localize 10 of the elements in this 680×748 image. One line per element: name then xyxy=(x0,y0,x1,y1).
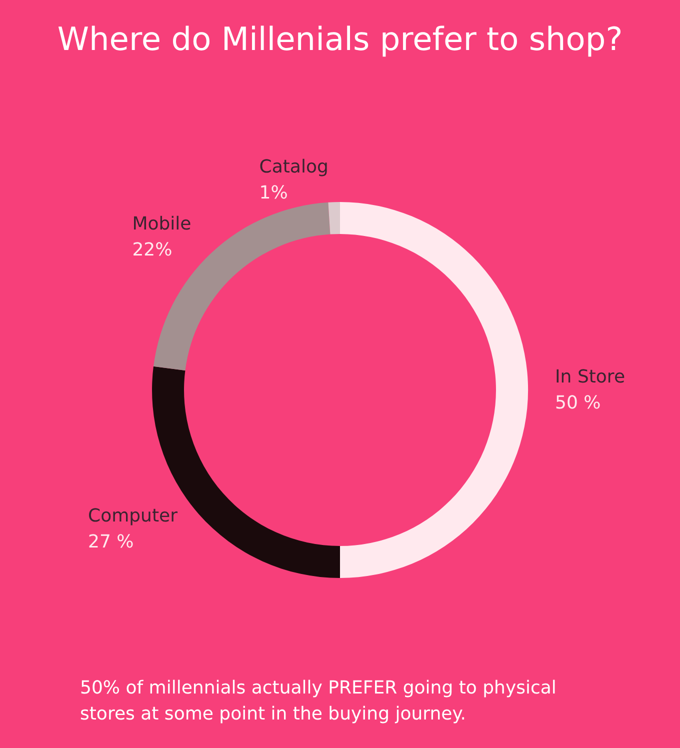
data-label: 22% xyxy=(132,239,172,260)
chart-title: Where do Millenials prefer to shop? xyxy=(57,20,623,58)
data-label: 50 % xyxy=(555,392,601,414)
slice-label: Computer xyxy=(88,505,178,526)
data-label: 27 % xyxy=(88,531,134,552)
slice-label: Mobile xyxy=(132,213,192,234)
slice-label: In Store xyxy=(555,366,626,388)
slice-label: Catalog xyxy=(259,156,328,178)
text: 50% of millennials actually PREFER going to physical stores at some point in the buying journey. xyxy=(80,678,562,724)
data-label: 1% xyxy=(259,182,288,204)
